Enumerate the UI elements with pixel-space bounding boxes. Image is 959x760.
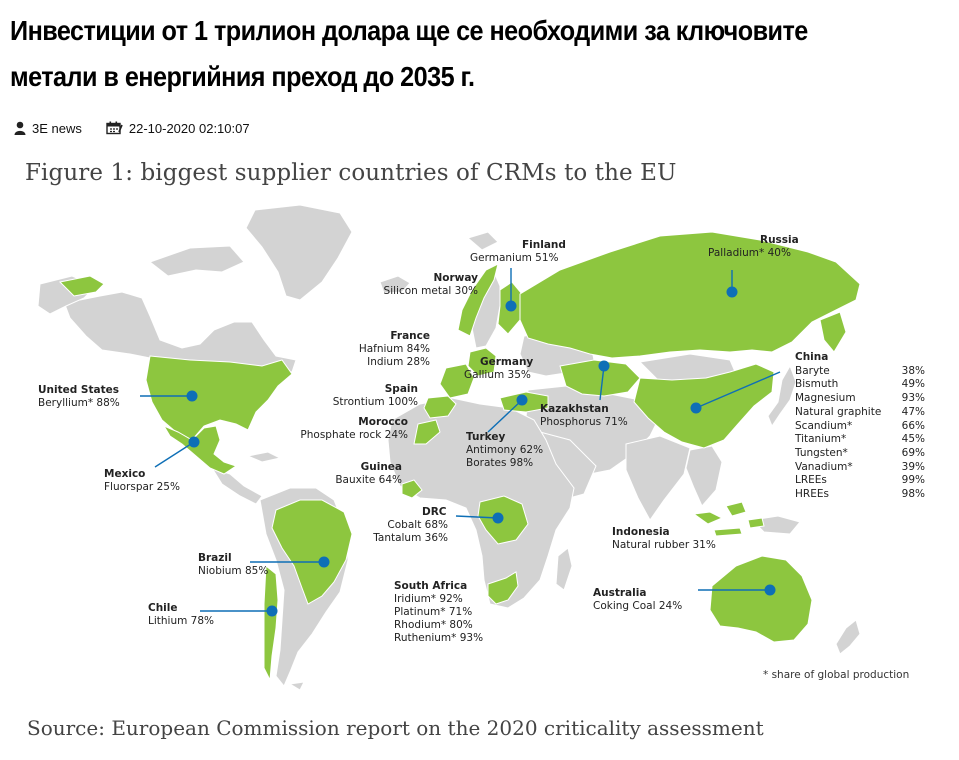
calendar-icon [106, 121, 123, 135]
label-united-states: United States Beryllium* 88% [38, 384, 120, 409]
article-headline: Инвестиции от 1 трилион долара ще се нео… [10, 15, 808, 92]
region-guinea [401, 479, 423, 499]
region-chile [263, 565, 279, 682]
region-morocco [413, 419, 441, 445]
china-row: Vanadium* 39% [795, 460, 925, 473]
region-brazil [271, 499, 353, 605]
figure-source: Source: European Commission report on th… [27, 716, 764, 740]
marker-brazil [318, 556, 330, 568]
region-south-africa [487, 571, 519, 605]
label-kazakhstan: Kazakhstan Phosphorus 71% [540, 403, 628, 428]
label-spain: Spain Strontium 100% [332, 383, 418, 408]
label-norway: Norway Silicon metal 30% [383, 272, 478, 297]
china-row: Magnesium 93% [795, 392, 925, 405]
china-row: LREEs 99% [795, 474, 925, 487]
figure-title: Figure 1: biggest supplier countries of … [25, 160, 677, 186]
china-row: Scandium* 66% [795, 419, 925, 432]
marker-united-states [186, 390, 198, 402]
china-row: Tungsten* 69% [795, 446, 925, 459]
marker-finland [505, 300, 517, 312]
supplier-markers [186, 286, 776, 617]
region-indonesia [692, 511, 724, 525]
region-australia [709, 555, 813, 643]
label-chile: Chile Lithium 78% [148, 602, 215, 627]
article-meta: 3E news 22-10-2020 02:10:07 [14, 118, 250, 138]
region-mexico [162, 424, 238, 475]
label-drc: DRC Cobalt 68% Tantalum 36% [373, 506, 448, 544]
label-south-africa: South Africa Iridium* 92% Platinum* 71% … [394, 580, 484, 644]
region-united-states [145, 355, 293, 441]
figure-footnote: * share of global production [763, 669, 910, 681]
china-row: Bismuth 49% [795, 378, 925, 391]
region-france [439, 363, 475, 399]
china-row: HREEs 98% [795, 488, 925, 501]
marker-kazakhstan [598, 360, 610, 372]
label-france: France Hafnium 84% Indium 28% [358, 330, 430, 368]
label-australia: Australia Coking Coal 24% [593, 587, 683, 612]
label-russia: Russia Palladium* 40% [708, 234, 799, 259]
china-row: Natural graphite 47% [795, 405, 925, 418]
region-russia [519, 231, 861, 359]
marker-mexico [188, 436, 200, 448]
region-germany [467, 347, 497, 377]
marker-chile [266, 605, 278, 617]
marker-australia [764, 584, 776, 596]
marker-russia [726, 286, 738, 298]
china-row: Titanium* 45% [795, 433, 925, 446]
label-mexico: Mexico Fluorspar 25% [104, 468, 180, 493]
article-author[interactable]: 3E news [32, 120, 82, 136]
label-germany: Germany Gallium 35% [464, 356, 534, 381]
china-row: Baryte 38% [795, 364, 925, 377]
region-spain [423, 395, 457, 419]
region-china [633, 363, 775, 449]
region-norway [457, 263, 499, 337]
marker-drc [492, 512, 504, 524]
label-turkey: Turkey Antimony 62% Borates 98% [466, 431, 544, 469]
marker-turkey [516, 394, 528, 406]
label-morocco: Morocco Phosphate rock 24% [300, 416, 408, 441]
label-finland: Finland Germanium 51% [470, 239, 566, 264]
map-supplier-land [58, 231, 861, 682]
label-indonesia: Indonesia Natural rubber 31% [612, 526, 716, 551]
label-china: China Baryte 38% Bismuth 49% Magnesium 93% … [795, 351, 925, 501]
label-guinea: Guinea Bauxite 64% [335, 461, 402, 486]
user-icon [14, 121, 26, 135]
label-brazil: Brazil Niobium 85% [198, 552, 269, 577]
article-date: 22-10-2020 02:10:07 [128, 120, 250, 136]
leader-lines [140, 268, 781, 612]
marker-china [690, 402, 702, 414]
